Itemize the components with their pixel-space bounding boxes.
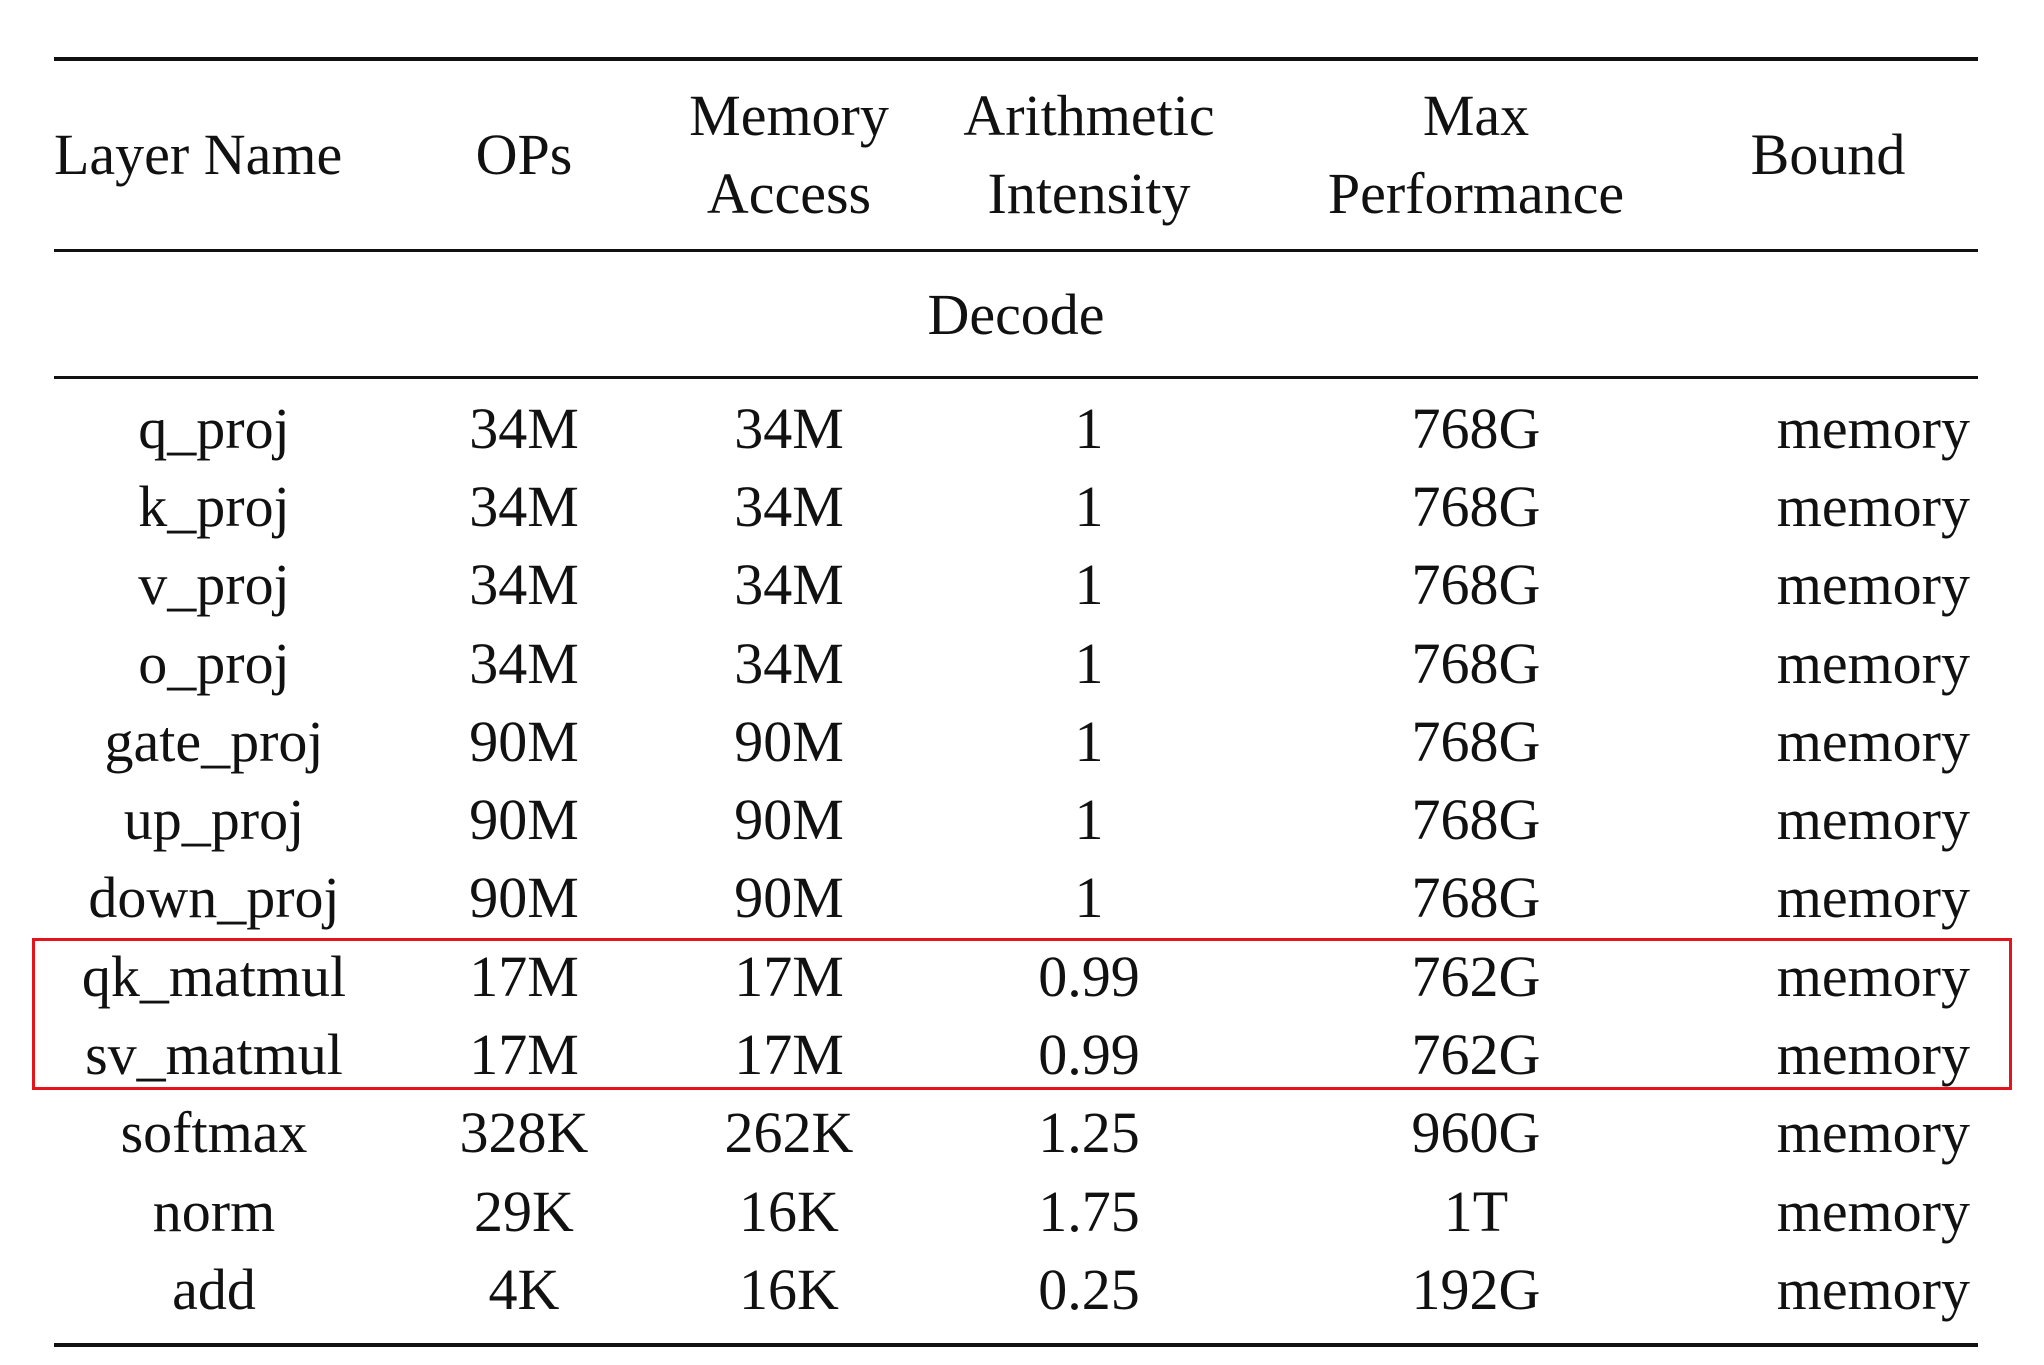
cell-layer-name: add <box>54 1250 374 1347</box>
cell-arithmetic-intensity: 1 <box>1074 473 1104 539</box>
cell-memory-access: 34M <box>734 473 844 539</box>
cell-bound: memory <box>1776 787 1970 853</box>
header-ops: OPs <box>374 57 674 252</box>
table-row: gate_proj 90M 90M 1 768G memory <box>54 702 1978 780</box>
table-body: q_proj 34M 34M 1 768G memory k_proj 34M 34M 1 768G… <box>54 378 1978 1347</box>
cell-ops: 4K <box>374 1250 674 1347</box>
header-memory-access: Memory Access <box>674 57 904 252</box>
header-bound: Bound <box>1678 57 1978 252</box>
cell-ops: 90M <box>469 708 579 774</box>
table-header: Layer Name OPs Memory Access Arithmetic In… <box>54 57 1978 252</box>
cell-layer-name: k_proj <box>138 473 290 539</box>
cell-bound: memory <box>1776 395 1970 461</box>
cell-layer-name: sv_matmul <box>85 1022 343 1088</box>
cell-max-performance: 762G <box>1411 1022 1541 1088</box>
cell-layer-name: q_proj <box>138 395 290 461</box>
cell-max-performance: 768G <box>1411 787 1541 853</box>
cell-max-performance: 768G <box>1411 473 1541 539</box>
cell-memory-access: 17M <box>734 1022 844 1088</box>
cell-arithmetic-intensity: 1 <box>1074 395 1104 461</box>
header-layer-name: Layer Name <box>54 57 374 252</box>
table-row: softmax 328K 262K 1.25 960G memory <box>54 1094 1978 1172</box>
cell-memory-access: 34M <box>734 630 844 696</box>
cell-ops: 29K <box>474 1178 574 1244</box>
cell-layer-name: down_proj <box>88 865 340 931</box>
table-row: down_proj 90M 90M 1 768G memory <box>54 859 1978 937</box>
cell-memory-access: 90M <box>734 708 844 774</box>
cell-max-performance: 192G <box>1274 1250 1678 1347</box>
cell-ops: 17M <box>469 1022 579 1088</box>
cell-arithmetic-intensity: 1 <box>1074 552 1104 618</box>
cell-arithmetic-intensity: 1 <box>1074 630 1104 696</box>
cell-arithmetic-intensity: 1.75 <box>1038 1178 1140 1244</box>
cell-layer-name: up_proj <box>123 787 305 853</box>
cell-arithmetic-intensity: 1 <box>1074 708 1104 774</box>
cell-layer-name: o_proj <box>138 630 290 696</box>
cell-max-performance: 768G <box>1411 630 1541 696</box>
layer-analysis-table: Layer Name OPs Memory Access Arithmetic In… <box>54 57 1978 1347</box>
cell-ops: 328K <box>459 1100 589 1166</box>
cell-layer-name: gate_proj <box>104 708 324 774</box>
cell-arithmetic-intensity: 0.99 <box>1038 1022 1140 1088</box>
cell-memory-access: 16K <box>674 1250 904 1347</box>
cell-memory-access: 16K <box>739 1178 839 1244</box>
cell-memory-access: 34M <box>734 552 844 618</box>
cell-layer-name: softmax <box>120 1100 308 1166</box>
cell-arithmetic-intensity: 1 <box>1074 865 1104 931</box>
table-row: sv_matmul 17M 17M 0.99 762G memory <box>54 1015 1978 1093</box>
cell-memory-access: 90M <box>734 787 844 853</box>
cell-ops: 34M <box>469 473 579 539</box>
cell-bound: memory <box>1776 1178 1970 1244</box>
cell-bound: memory <box>1678 1250 1978 1347</box>
cell-ops: 17M <box>469 943 579 1009</box>
cell-bound: memory <box>1776 1022 1970 1088</box>
cell-arithmetic-intensity: 0.99 <box>1038 943 1140 1009</box>
cell-bound: memory <box>1776 552 1970 618</box>
cell-arithmetic-intensity: 1.25 <box>1038 1100 1140 1166</box>
cell-ops: 34M <box>469 552 579 618</box>
cell-memory-access: 34M <box>734 395 844 461</box>
cell-max-performance: 768G <box>1411 395 1541 461</box>
table-row: o_proj 34M 34M 1 768G memory <box>54 624 1978 702</box>
table-row: q_proj 34M 34M 1 768G memory <box>54 378 1978 468</box>
header-arithmetic-intensity: Arithmetic Intensity <box>904 57 1274 252</box>
cell-bound: memory <box>1776 708 1970 774</box>
cell-ops: 90M <box>469 787 579 853</box>
layer-table-container: Layer Name OPs Memory Access Arithmetic In… <box>54 57 1978 1347</box>
cell-max-performance: 768G <box>1411 865 1541 931</box>
header-max-performance: Max Performance <box>1274 57 1678 252</box>
cell-layer-name: norm <box>152 1178 276 1244</box>
cell-memory-access: 17M <box>734 943 844 1009</box>
cell-ops: 34M <box>469 630 579 696</box>
cell-layer-name: v_proj <box>138 552 290 618</box>
cell-bound: memory <box>1776 1100 1970 1166</box>
cell-max-performance: 768G <box>1411 552 1541 618</box>
cell-bound: memory <box>1776 473 1970 539</box>
cell-max-performance: 762G <box>1411 943 1541 1009</box>
table-row: norm 29K 16K 1.75 1T memory <box>54 1172 1978 1250</box>
cell-bound: memory <box>1776 943 1970 1009</box>
section-row: Decode <box>54 250 1978 379</box>
table-row: v_proj 34M 34M 1 768G memory <box>54 546 1978 624</box>
cell-max-performance: 1T <box>1443 1178 1509 1244</box>
cell-max-performance: 960G <box>1411 1100 1541 1166</box>
table-row: k_proj 34M 34M 1 768G memory <box>54 467 1978 545</box>
header-row: Layer Name OPs Memory Access Arithmetic In… <box>54 57 1978 252</box>
table-row: up_proj 90M 90M 1 768G memory <box>54 780 1978 858</box>
cell-layer-name: qk_matmul <box>81 943 347 1009</box>
cell-max-performance: 768G <box>1411 708 1541 774</box>
section-decode: Decode <box>54 250 1978 379</box>
cell-bound: memory <box>1776 865 1970 931</box>
cell-arithmetic-intensity: 0.25 <box>904 1250 1274 1347</box>
cell-memory-access: 90M <box>734 865 844 931</box>
cell-memory-access: 262K <box>724 1100 854 1166</box>
cell-ops: 34M <box>469 395 579 461</box>
table-row: add 4K 16K 0.25 192G memory <box>54 1250 1978 1347</box>
cell-bound: memory <box>1776 630 1970 696</box>
cell-arithmetic-intensity: 1 <box>1074 787 1104 853</box>
section-label: Decode <box>54 250 1978 379</box>
cell-ops: 90M <box>469 865 579 931</box>
table-row: qk_matmul 17M 17M 0.99 762G memory <box>54 937 1978 1015</box>
